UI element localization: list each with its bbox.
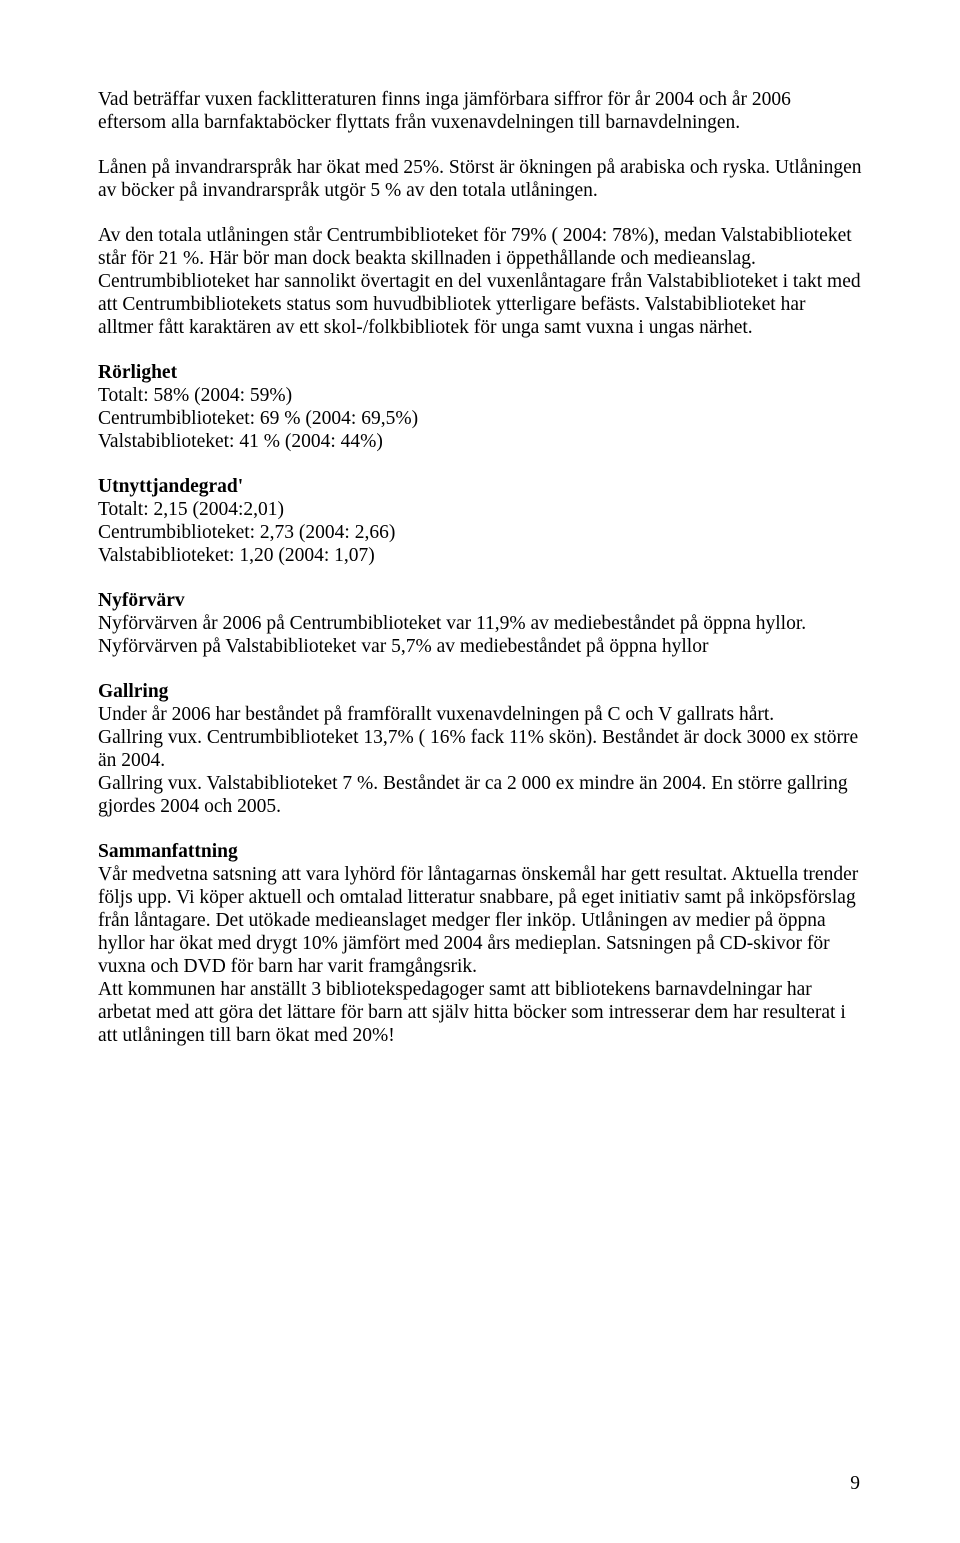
section-rorlighet: Rörlighet Totalt: 58% (2004: 59%) Centru… [98,361,862,453]
rorlighet-line-2: Valstabiblioteket: 41 % (2004: 44%) [98,430,862,453]
section-nyforvarv: Nyförvärv Nyförvärven år 2006 på Centrum… [98,589,862,658]
document-page: Vad beträffar vuxen facklitteraturen fin… [0,0,960,1543]
paragraph-2: Lånen på invandrarspråk har ökat med 25%… [98,156,862,202]
utnyttjandegrad-line-1: Centrumbiblioteket: 2,73 (2004: 2,66) [98,521,862,544]
gallring-line-0: Under år 2006 har beståndet på framföral… [98,703,862,726]
section-utnyttjandegrad: Utnyttjandegrad' Totalt: 2,15 (2004:2,01… [98,475,862,567]
utnyttjandegrad-line-2: Valstabiblioteket: 1,20 (2004: 1,07) [98,544,862,567]
heading-nyforvarv: Nyförvärv [98,589,862,612]
rorlighet-line-0: Totalt: 58% (2004: 59%) [98,384,862,407]
heading-rorlighet: Rörlighet [98,361,862,384]
heading-gallring: Gallring [98,680,862,703]
heading-utnyttjandegrad: Utnyttjandegrad' [98,475,862,498]
rorlighet-line-1: Centrumbiblioteket: 69 % (2004: 69,5%) [98,407,862,430]
section-gallring: Gallring Under år 2006 har beståndet på … [98,680,862,818]
nyforvarv-line-1: Nyförvärven på Valstabiblioteket var 5,7… [98,635,862,658]
utnyttjandegrad-line-0: Totalt: 2,15 (2004:2,01) [98,498,862,521]
sammanfattning-body-2: Att kommunen har anställt 3 bibliotekspe… [98,978,862,1047]
nyforvarv-line-0: Nyförvärven år 2006 på Centrumbiblioteke… [98,612,862,635]
sammanfattning-body: Vår medvetna satsning att vara lyhörd fö… [98,863,862,978]
paragraph-3: Av den totala utlåningen står Centrumbib… [98,224,862,270]
paragraph-4: Centrumbiblioteket har sannolikt övertag… [98,270,862,339]
heading-sammanfattning: Sammanfattning [98,840,862,863]
page-number: 9 [850,1472,860,1495]
paragraph-1: Vad beträffar vuxen facklitteraturen fin… [98,88,862,134]
gallring-line-2: Gallring vux. Valstabiblioteket 7 %. Bes… [98,772,862,818]
section-sammanfattning: Sammanfattning Vår medvetna satsning att… [98,840,862,1047]
gallring-line-1: Gallring vux. Centrumbiblioteket 13,7% (… [98,726,862,772]
